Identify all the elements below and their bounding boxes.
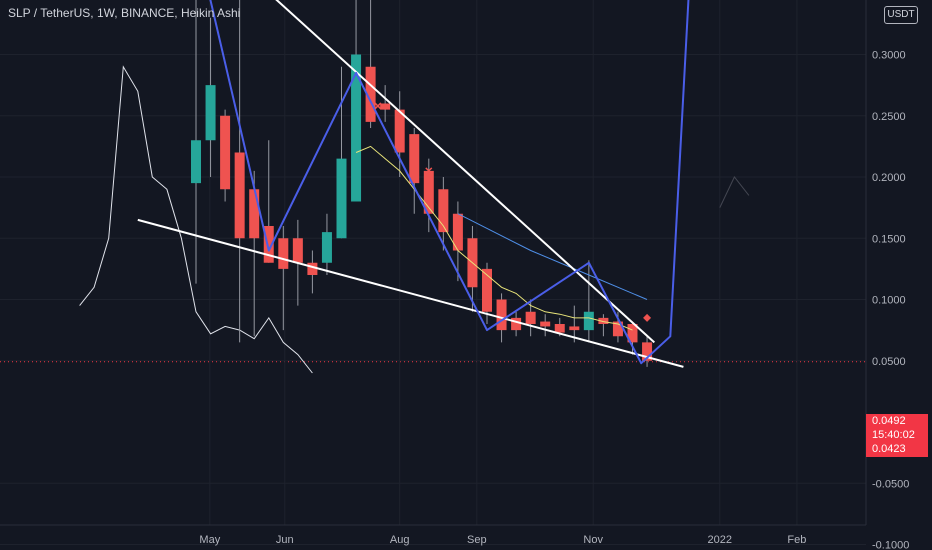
price-tick-label: 0.1000 <box>872 295 906 307</box>
time-tick-label: Nov <box>583 534 603 546</box>
price-tick-label: -0.1000 <box>872 540 909 550</box>
candle-body <box>205 85 216 141</box>
candle-body <box>307 262 318 275</box>
candle-body <box>627 324 638 343</box>
candle-body <box>292 238 303 263</box>
candle-body <box>540 321 551 327</box>
candle-body <box>263 226 274 263</box>
projection-path <box>209 0 690 365</box>
price-tick-label: 0.2500 <box>872 111 906 123</box>
candle-body <box>234 152 245 239</box>
candle-body <box>191 140 201 184</box>
time-tick-label: Sep <box>467 534 487 546</box>
time-tick-label: Feb <box>787 534 806 546</box>
candle-body <box>249 189 260 239</box>
current-price-label: 0.0492 <box>872 415 906 427</box>
price-tick-label: 0.1500 <box>872 233 906 245</box>
candles <box>191 0 653 367</box>
candle-body <box>583 311 594 331</box>
candle-body <box>598 317 609 324</box>
x-marker <box>374 102 382 110</box>
candle-body <box>438 189 449 233</box>
candle-body <box>220 115 231 190</box>
oscillator-series <box>79 65 313 374</box>
candle-body <box>482 268 492 312</box>
candle-body <box>612 321 623 337</box>
x-marker <box>425 167 433 175</box>
candle-body <box>511 317 522 331</box>
candle-body <box>351 54 362 202</box>
time-tick-label: 2022 <box>708 534 732 546</box>
markers <box>374 102 652 322</box>
current-price-tag: 0.0492 15:40:02 <box>866 414 928 444</box>
price-axis[interactable]: 0.70000.65000.60000.55000.50000.45000.40… <box>865 0 909 550</box>
diamond-marker <box>643 313 652 322</box>
bar-countdown-label: 15:40:02 <box>872 429 915 441</box>
candle-body <box>452 213 463 251</box>
price-tick-label: 0.3000 <box>872 50 906 62</box>
candle-body <box>642 342 653 361</box>
price-tick-label: 0.2000 <box>872 172 906 184</box>
moving-average <box>355 145 648 331</box>
candle-body <box>321 232 332 263</box>
candle-body <box>554 324 565 333</box>
candle-body <box>380 103 391 110</box>
oscillator-series-tail <box>719 176 750 208</box>
candle-body <box>423 170 434 214</box>
ma-blue-series <box>457 213 648 300</box>
candle-body <box>336 158 347 239</box>
candle-body <box>278 238 289 269</box>
candle-body <box>525 311 536 324</box>
currency-button[interactable]: USDT <box>884 6 918 24</box>
price-tick-label: -0.0500 <box>872 478 909 490</box>
time-tick-label: Aug <box>390 534 410 546</box>
low-price-tag: 0.0423 <box>866 442 928 457</box>
projection-series <box>209 0 690 365</box>
trendline <box>137 218 684 368</box>
candle-body <box>394 109 405 153</box>
time-tick-label: Jun <box>276 534 294 546</box>
price-tick-label: 0.0500 <box>872 356 906 368</box>
chart-title: SLP / TetherUS, 1W, BINANCE, Heikin Ashi <box>8 6 241 20</box>
oscillator-line <box>79 65 750 374</box>
ma-yellow-series <box>355 145 633 331</box>
candle-body <box>496 299 507 331</box>
time-tick-label: May <box>199 534 220 546</box>
candle-body <box>569 326 580 331</box>
time-axis[interactable]: May Jun Aug Sep Nov 2022 Feb <box>0 524 866 546</box>
candle-body <box>365 66 376 122</box>
candle-body <box>409 134 420 184</box>
